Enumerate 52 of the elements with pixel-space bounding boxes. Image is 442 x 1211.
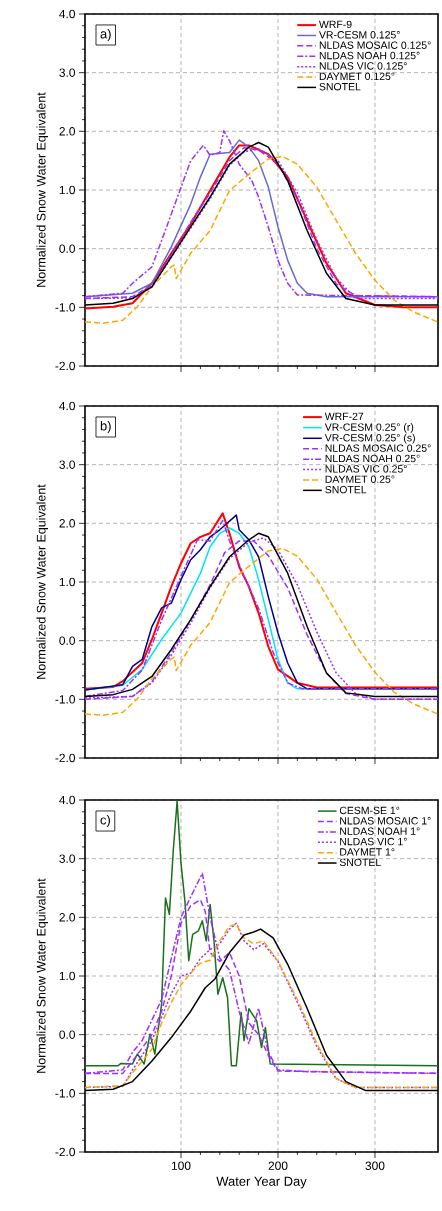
legend-label: VR-CESM 0.25° (s) bbox=[324, 433, 415, 444]
y-tick-label: -1.0 bbox=[55, 303, 76, 312]
legend-label: NLDAS VIC 0.25° bbox=[325, 465, 407, 473]
annotation: c) bbox=[100, 814, 110, 828]
legend-label: WRF-9 bbox=[319, 20, 352, 29]
y-tick-label: 4.0 bbox=[59, 795, 76, 805]
y-tick-label: 3.0 bbox=[59, 854, 76, 863]
y-tick-label: -2.0 bbox=[55, 1147, 76, 1157]
y-tick-label: 0.0 bbox=[59, 244, 76, 253]
y-tick-label: 3.0 bbox=[59, 68, 76, 77]
annotation: b) bbox=[100, 420, 111, 434]
y-tick-label: -2.0 bbox=[55, 361, 76, 371]
legend-label: NLDAS MOSAIC 1° bbox=[340, 817, 431, 825]
legend-label: SNOTEL bbox=[319, 83, 361, 91]
y-tick-label: 0.0 bbox=[59, 636, 76, 645]
legend-label: NLDAS NOAH 1° bbox=[340, 827, 420, 835]
x-tick-label: 100 bbox=[171, 1161, 191, 1170]
y-tick-label: 3.0 bbox=[59, 460, 76, 469]
y-tick-label: 1.0 bbox=[59, 577, 76, 587]
y-tick-label: 2.0 bbox=[59, 127, 76, 136]
y-tick-label: 1.0 bbox=[59, 185, 76, 195]
legend-label: SNOTEL bbox=[339, 858, 381, 867]
y-tick-label: 4.0 bbox=[59, 9, 76, 19]
y-axis-title: Normalized Snow Water Equivalent bbox=[36, 878, 49, 1073]
legend-label: NLDAS NOAH 0.125° bbox=[319, 51, 420, 60]
y-tick-label: -1.0 bbox=[55, 1089, 76, 1098]
y-axis-title: Normalized Snow Water Equivalent bbox=[36, 484, 49, 679]
y-tick-label: -2.0 bbox=[55, 753, 76, 763]
legend-label: NLDAS NOAH 0.25° bbox=[325, 454, 420, 463]
legend-label: NLDAS VIC 1° bbox=[340, 837, 407, 846]
legend-label: NLDAS MOSAIC 0.125° bbox=[319, 41, 431, 49]
x-tick-label: 300 bbox=[365, 1161, 385, 1170]
legend-label: VR-CESM 0.25° (r) bbox=[324, 423, 414, 433]
y-tick-label: 0.0 bbox=[59, 1030, 76, 1039]
legend-label: SNOTEL bbox=[325, 485, 367, 494]
y-axis-title: Normalized Snow Water Equivalent bbox=[36, 92, 49, 287]
legend-label: WRF-27 bbox=[324, 412, 364, 421]
y-tick-label: 1.0 bbox=[59, 971, 76, 981]
legend-label: VR-CESM 0.125° bbox=[319, 31, 400, 39]
annotation: a) bbox=[100, 28, 111, 42]
x-axis-title: Water Year Day bbox=[216, 1176, 307, 1189]
y-tick-label: -1.0 bbox=[55, 695, 76, 704]
y-tick-label: 4.0 bbox=[59, 401, 76, 411]
x-tick-label: 200 bbox=[268, 1161, 288, 1170]
legend-label: DAYMET 0.125° bbox=[319, 72, 395, 81]
legend-label: DAYMET 0.25° bbox=[325, 475, 395, 483]
legend-label: CESM-SE 1° bbox=[339, 806, 400, 815]
y-tick-label: 2.0 bbox=[59, 519, 76, 528]
legend-label: NLDAS VIC 0.125° bbox=[319, 62, 407, 70]
legend-label: NLDAS MOSAIC 0.25° bbox=[325, 444, 431, 452]
legend-label: DAYMET 1° bbox=[340, 848, 395, 856]
y-tick-label: 2.0 bbox=[59, 913, 76, 922]
